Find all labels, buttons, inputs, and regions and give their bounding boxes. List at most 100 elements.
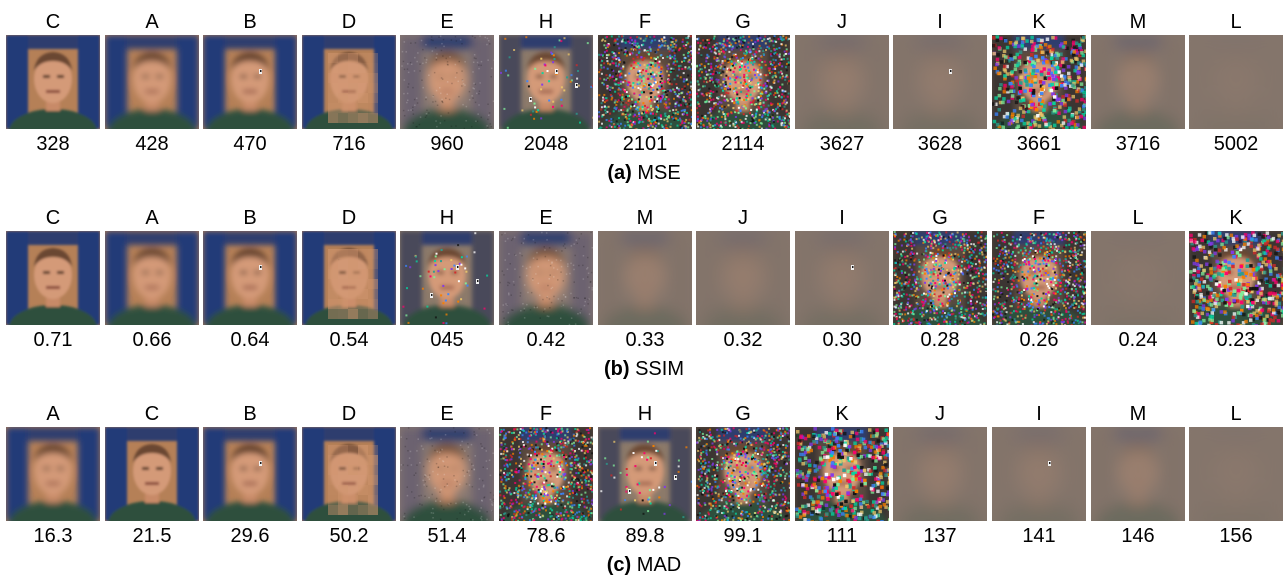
distorted-face-thumbnail <box>1189 231 1283 325</box>
image-cell: C 328 <box>6 0 100 160</box>
image-label: K <box>1189 206 1283 230</box>
distorted-face-thumbnail <box>893 231 987 325</box>
image-label: J <box>696 206 790 230</box>
face-image <box>598 231 692 325</box>
face-image <box>1189 427 1283 521</box>
metric-score: 0.30 <box>795 327 889 353</box>
panel-caption: (a) MSE <box>0 160 1288 186</box>
image-label: C <box>6 10 100 34</box>
image-cell: E 51.4 <box>400 392 494 552</box>
face-image <box>302 427 396 521</box>
metric-score: 328 <box>6 131 100 157</box>
panel-caption: (c) MAD <box>0 552 1288 578</box>
face-image <box>893 35 987 129</box>
image-cell: I 0.30 <box>795 196 889 356</box>
image-label: J <box>795 10 889 34</box>
face-image <box>105 231 199 325</box>
panel-mse: C 328 A 428 B 470 D 716 E 960 H 2048 F 2101 G 2114 J 3627… <box>0 0 1288 196</box>
image-label: E <box>499 206 593 230</box>
image-label: G <box>696 10 790 34</box>
metric-score: 0.23 <box>1189 327 1283 353</box>
metric-score: 99.1 <box>696 523 790 549</box>
image-cell: J 137 <box>893 392 987 552</box>
distorted-face-thumbnail <box>1091 427 1185 521</box>
distorted-face-thumbnail <box>696 231 790 325</box>
face-image <box>302 231 396 325</box>
metric-score: 78.6 <box>499 523 593 549</box>
metric-score: 0.28 <box>893 327 987 353</box>
metric-score: 156 <box>1189 523 1283 549</box>
image-cell: H 045 <box>400 196 494 356</box>
image-label: L <box>1189 10 1283 34</box>
distorted-face-thumbnail <box>696 427 790 521</box>
image-cell: D 0.54 <box>302 196 396 356</box>
face-image <box>795 427 889 521</box>
metric-score: 428 <box>105 131 199 157</box>
face-image <box>992 427 1086 521</box>
image-cell: J 3627 <box>795 0 889 160</box>
metric-score: 3661 <box>992 131 1086 157</box>
metric-score: 3716 <box>1091 131 1185 157</box>
image-cell: F 78.6 <box>499 392 593 552</box>
metric-score: 470 <box>203 131 297 157</box>
metric-score: 2048 <box>499 131 593 157</box>
metric-score: 21.5 <box>105 523 199 549</box>
image-cell: H 89.8 <box>598 392 692 552</box>
distorted-face-thumbnail <box>499 231 593 325</box>
distorted-face-thumbnail <box>598 35 692 129</box>
image-label: D <box>302 10 396 34</box>
image-label: E <box>400 10 494 34</box>
image-cell: H 2048 <box>499 0 593 160</box>
image-label: A <box>105 10 199 34</box>
image-label: E <box>400 402 494 426</box>
face-image <box>1189 35 1283 129</box>
distorted-face-thumbnail <box>992 231 1086 325</box>
image-label: I <box>992 402 1086 426</box>
image-cell: I 141 <box>992 392 1086 552</box>
metric-score: 045 <box>400 327 494 353</box>
face-image <box>893 427 987 521</box>
distorted-face-thumbnail <box>105 231 199 325</box>
image-label: M <box>1091 402 1185 426</box>
panel-caption: (b) SSIM <box>0 356 1288 382</box>
face-image <box>598 35 692 129</box>
distorted-face-thumbnail <box>6 35 100 129</box>
image-label: F <box>598 10 692 34</box>
metric-score: 3627 <box>795 131 889 157</box>
metric-score: 0.24 <box>1091 327 1185 353</box>
metric-score: 146 <box>1091 523 1185 549</box>
image-cell: G 2114 <box>696 0 790 160</box>
metric-score: 5002 <box>1189 131 1283 157</box>
distorted-face-thumbnail <box>302 427 396 521</box>
face-image <box>6 231 100 325</box>
distorted-face-thumbnail <box>696 35 790 129</box>
face-image <box>795 231 889 325</box>
distorted-face-thumbnail <box>105 35 199 129</box>
image-cell: F 0.26 <box>992 196 1086 356</box>
metric-score: 0.42 <box>499 327 593 353</box>
image-cell: B 470 <box>203 0 297 160</box>
metric-score: 2114 <box>696 131 790 157</box>
metric-score: 51.4 <box>400 523 494 549</box>
metric-score: 0.32 <box>696 327 790 353</box>
panel-mad: A 16.3 C 21.5 B 29.6 D 50.2 E 51.4 F 78.6 H 89.8 G 99.1… <box>0 392 1288 588</box>
distorted-face-thumbnail <box>598 427 692 521</box>
metric-score: 0.66 <box>105 327 199 353</box>
image-cell: A 428 <box>105 0 199 160</box>
image-cell: B 0.64 <box>203 196 297 356</box>
metric-score: 29.6 <box>203 523 297 549</box>
image-label: I <box>893 10 987 34</box>
distorted-face-thumbnail <box>992 35 1086 129</box>
image-label: B <box>203 206 297 230</box>
caption-tag: (c) <box>607 554 631 576</box>
distorted-face-thumbnail <box>302 35 396 129</box>
metric-score: 0.33 <box>598 327 692 353</box>
face-image <box>893 231 987 325</box>
distorted-face-thumbnail <box>893 427 987 521</box>
face-image <box>105 427 199 521</box>
face-image <box>203 231 297 325</box>
distorted-face-thumbnail <box>203 35 297 129</box>
image-cell: E 960 <box>400 0 494 160</box>
distorted-face-thumbnail <box>302 231 396 325</box>
image-cell: G 0.28 <box>893 196 987 356</box>
